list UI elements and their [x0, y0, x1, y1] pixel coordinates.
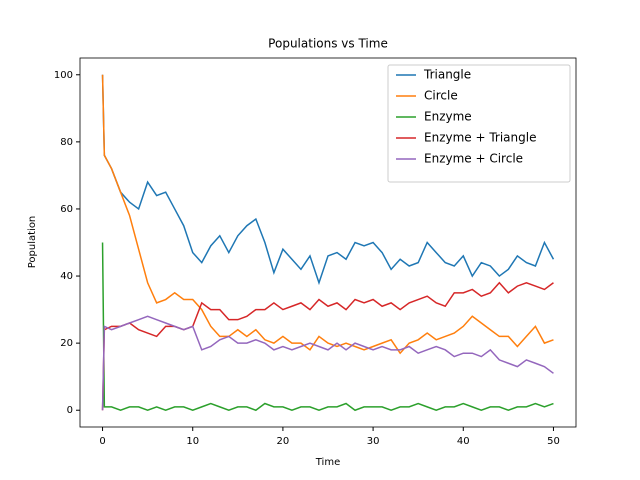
y-tick-label: 20	[60, 338, 73, 349]
legend-label: Triangle	[423, 68, 471, 82]
x-tick-label: 50	[547, 436, 560, 447]
chart-title: Populations vs Time	[268, 37, 388, 51]
plot-frame	[79, 57, 577, 428]
series-line	[101, 74, 555, 286]
x-tick-label: 0	[99, 436, 105, 447]
series-line	[101, 281, 554, 411]
legend-box	[387, 64, 571, 183]
series-line	[101, 74, 554, 355]
legend-label: Enzyme + Circle	[424, 152, 523, 166]
x-tick-label: 20	[277, 436, 290, 447]
y-tick-label: 0	[67, 405, 73, 416]
x-axis-label: Time	[315, 457, 340, 468]
x-tick-label: 30	[367, 436, 380, 447]
x-tick-label: 40	[457, 436, 470, 447]
y-tick-label: 80	[60, 137, 73, 148]
y-tick-label: 40	[60, 271, 73, 282]
series-line	[101, 242, 554, 412]
y-tick-label: 60	[60, 204, 73, 215]
legend-label: Enzyme + Triangle	[424, 131, 536, 145]
y-axis-label: Population	[27, 216, 38, 269]
y-tick-label: 100	[54, 70, 73, 81]
series-line	[101, 315, 554, 411]
legend-label: Circle	[424, 89, 458, 103]
x-tick-label: 10	[186, 436, 199, 447]
legend-label: Enzyme	[424, 110, 472, 124]
